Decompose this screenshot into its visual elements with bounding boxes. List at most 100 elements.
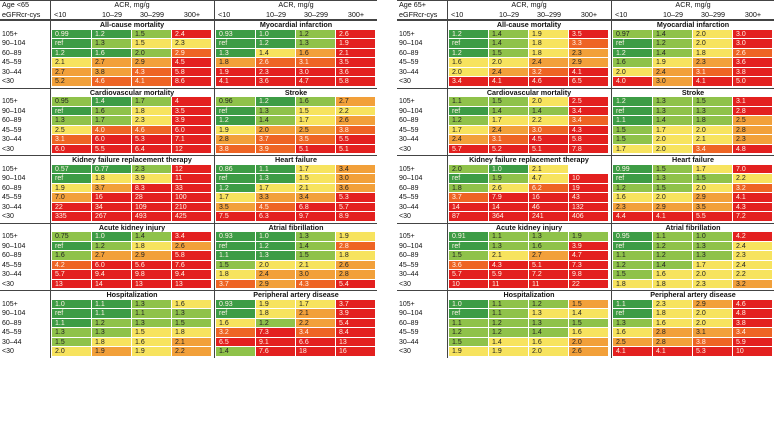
heatmap-cell: 241	[529, 212, 569, 222]
heatmap-cell: 4.2	[52, 260, 92, 270]
heatmap-cell: 1.5	[449, 251, 489, 261]
heatmap-cell: 1.2	[256, 39, 296, 49]
heatmap-cell: 12	[172, 144, 212, 154]
outcome-block: Hospitalization Peripheral artery disease…	[397, 290, 774, 358]
heatmap-cell: 5.1	[529, 260, 569, 270]
acr-axis-label: ACR, mg/g	[278, 0, 314, 9]
heatmap-cell: 13	[172, 279, 212, 289]
heatmap-cell: 1.3	[52, 116, 92, 126]
heatmap-cell: 4.8	[733, 309, 773, 319]
heatmap-cell: 1.4	[256, 48, 296, 58]
heatmap-cell: 2.8	[653, 328, 693, 338]
heatmap-cell: 1.4	[216, 347, 256, 357]
heatmap-cell: 2.8	[733, 125, 773, 135]
heatmap-cell: 2.4	[733, 260, 773, 270]
acr-axis-label: ACR, mg/g	[511, 0, 547, 9]
block-top-rule	[0, 290, 377, 291]
heatmap-cell: 1.7	[693, 164, 733, 174]
outcome-block: All-cause mortality Myocardial infarction…	[0, 20, 377, 88]
heatmap-cell: 1.2	[256, 241, 296, 251]
heatmap-cell: 1.9	[92, 347, 132, 357]
egfr-row-label: 60–89	[399, 49, 419, 57]
heatmap-cell: 1.2	[613, 48, 653, 58]
heatmap-cell: 19	[569, 183, 609, 193]
heatmap-cell: 6.4	[132, 144, 172, 154]
heatmap-cell: 1.3	[52, 328, 92, 338]
heatmap-cell: 1.1	[449, 97, 489, 107]
heatmap-cell: 100	[172, 193, 212, 203]
egfr-row-label: <30	[2, 78, 14, 85]
egfr-row-label: 105+	[2, 233, 18, 240]
heatmap-cell: 1.1	[449, 318, 489, 328]
heatmap-cell: 109	[132, 202, 172, 212]
group-divider	[214, 290, 215, 358]
heatmap-cell: ref	[613, 241, 653, 251]
heatmap-cell: 3.8	[92, 67, 132, 77]
egfr-row-label: 105+	[2, 30, 18, 38]
heatmap-cell: 11	[529, 279, 569, 289]
heatmap-cell: 5.8	[172, 67, 212, 77]
heatmap-cell: 7.5	[216, 212, 256, 222]
egfr-row-label: 45–59	[399, 59, 419, 66]
heatmap-cell: 1.1	[613, 116, 653, 126]
heatmap-cell: 1.3	[529, 309, 569, 319]
heatmap-cell: 7.3	[256, 328, 296, 338]
heatmap-cell: 3.1	[489, 135, 529, 145]
label-divider	[447, 20, 448, 88]
heatmap-cell: 1.7	[489, 116, 529, 126]
heatmap-cell: 14	[449, 202, 489, 212]
heatmap-cell: 1.4	[92, 97, 132, 107]
heatmap-cell: 1.5	[613, 125, 653, 135]
heatmap-cell: 493	[132, 212, 172, 222]
heatmap-cell: 1.5	[132, 29, 172, 39]
heatmap-cell: 2.4	[172, 29, 212, 39]
heatmap-cell: 3.4	[336, 164, 376, 174]
heatmap-cell: 1.2	[449, 328, 489, 338]
acr-category-label: 10–29	[663, 9, 683, 19]
heatmap-cell: 4.1	[569, 67, 609, 77]
heatmap-cell: 1.0	[92, 232, 132, 242]
heatmap-cell: 2.8	[336, 241, 376, 251]
heatmap-cell: 3.4	[569, 116, 609, 126]
panel-age-label: Age <65	[2, 0, 29, 9]
heatmap-cell: 1.8	[336, 251, 376, 261]
heatmap-cell: 1.5	[489, 48, 529, 58]
heatmap-cell: ref	[449, 241, 489, 251]
heatmap-cell: 1.6	[613, 193, 653, 203]
heatmap-cell: 46	[529, 202, 569, 212]
heatmap-cell: 3.6	[733, 58, 773, 68]
heatmap-cell: 4.3	[733, 202, 773, 212]
header-divider	[447, 0, 448, 20]
acr-category-label: 30–299	[140, 9, 164, 19]
egfr-row-label: 90–104	[399, 40, 423, 47]
heatmap-cell: 2.0	[529, 97, 569, 107]
heatmap-cell: 1.8	[216, 58, 256, 68]
heatmap-cell: 1.5	[489, 97, 529, 107]
egfr-row-label: 60–89	[2, 117, 22, 124]
header-top-rule	[397, 0, 774, 1]
heatmap-cell: 1.3	[92, 39, 132, 49]
heatmap-cell: 7.8	[569, 144, 609, 154]
heatmap-cell: 1.5	[132, 39, 172, 49]
header-divider	[214, 0, 215, 20]
heatmap-cell: 2.5	[296, 125, 336, 135]
egfr-row-label: 45–59	[399, 126, 419, 134]
outcome-title: Cardiovascular mortality	[486, 87, 572, 97]
heatmap-cell: ref	[613, 106, 653, 116]
heatmap-cell: 1.2	[489, 318, 529, 328]
heatmap-cell: 5.3	[336, 193, 376, 203]
heatmap-cell: 1.7	[613, 144, 653, 154]
heatmap-cell: 3.9	[172, 116, 212, 126]
heatmap-cell: 1.8	[172, 328, 212, 338]
heatmap-cell: 3.1	[733, 97, 773, 107]
heatmap-cell: 1.5	[296, 174, 336, 184]
heatmap-cell: 4.6	[529, 77, 569, 87]
heatmap-cell: 4.1	[132, 77, 172, 87]
heatmap-cell: 267	[92, 212, 132, 222]
egfr-row-label: <30	[2, 280, 14, 288]
heatmap-cell: 6.3	[256, 212, 296, 222]
label-divider	[50, 222, 51, 290]
heatmap-cell: 5.7	[336, 202, 376, 212]
heatmap-cell: 2.7	[529, 251, 569, 261]
egfr-row-label: <30	[2, 145, 14, 153]
